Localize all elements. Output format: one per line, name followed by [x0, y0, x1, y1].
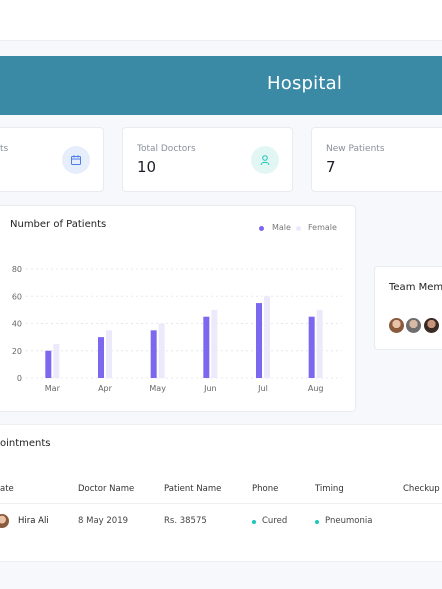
- patients-bar-chart: 0 20 40 60 80 Mar Apr May Jun Jul Aug: [12, 265, 342, 393]
- patient-name: Hira Ali: [18, 516, 49, 526]
- column-header[interactable]: Doctor Name: [78, 484, 135, 494]
- bar-female: [264, 296, 270, 378]
- column-header[interactable]: Timing: [315, 484, 344, 494]
- bar-male: [150, 330, 157, 378]
- table-divider: [0, 503, 442, 504]
- appointment-date: 8 May 2019: [78, 516, 129, 526]
- bar-male: [308, 316, 315, 378]
- legend-male-dot: [259, 226, 264, 231]
- chart-title: Number of Patients: [10, 219, 107, 230]
- avatar[interactable]: [405, 317, 422, 334]
- legend-female-dot: [296, 226, 301, 231]
- y-tick-label: 40: [12, 320, 22, 329]
- stat-label: ts: [0, 144, 9, 154]
- y-tick-label: 0: [17, 374, 22, 383]
- bar-male: [203, 316, 210, 378]
- disease-dot: [315, 520, 319, 524]
- legend-male-label: Male: [272, 223, 291, 232]
- appointments-title: ointments: [0, 438, 51, 449]
- team-title: Team Mem: [389, 282, 442, 293]
- status-dot: [252, 520, 256, 524]
- column-header[interactable]: Phone: [252, 484, 279, 494]
- stat-card-new-patients[interactable]: [311, 127, 442, 192]
- avatar[interactable]: [388, 317, 405, 334]
- bar-female: [106, 330, 112, 378]
- x-tick-label: May: [149, 384, 166, 393]
- column-header[interactable]: Checkup: [403, 484, 440, 494]
- banner-title: Hospital: [267, 73, 343, 94]
- stat-label: New Patients: [326, 144, 385, 154]
- stat-label: Total Doctors: [137, 144, 196, 154]
- hospital-banner: [0, 56, 442, 115]
- user-icon: [251, 146, 279, 174]
- bar-female: [211, 309, 218, 378]
- stat-value: 7: [326, 158, 336, 176]
- column-header[interactable]: ate: [0, 484, 14, 494]
- bar-female: [316, 309, 323, 378]
- bar-male: [45, 350, 52, 378]
- disease-label: Pneumonia: [325, 516, 373, 526]
- top-navbar: [0, 0, 442, 41]
- y-tick-label: 20: [12, 347, 22, 356]
- fee-amount: Rs. 38575: [164, 516, 207, 526]
- x-tick-label: Jul: [257, 384, 268, 393]
- stat-value: 10: [137, 158, 157, 176]
- status-label: Cured: [262, 516, 288, 526]
- bar-female: [53, 343, 60, 378]
- team-members-card: [374, 266, 442, 350]
- y-tick-label: 80: [12, 265, 22, 274]
- x-tick-label: Aug: [308, 384, 324, 393]
- column-header[interactable]: Patient Name: [164, 484, 222, 494]
- legend-female-label: Female: [308, 223, 337, 232]
- bar-male: [256, 303, 262, 378]
- bar-male: [98, 337, 104, 378]
- calendar-icon: [62, 146, 90, 174]
- x-tick-label: Mar: [45, 384, 61, 393]
- x-tick-label: Apr: [98, 384, 113, 393]
- x-tick-label: Jun: [203, 384, 217, 393]
- appointments-panel: [0, 424, 442, 562]
- bar-female: [158, 323, 165, 378]
- y-tick-label: 60: [12, 292, 22, 301]
- avatar[interactable]: [423, 317, 440, 334]
